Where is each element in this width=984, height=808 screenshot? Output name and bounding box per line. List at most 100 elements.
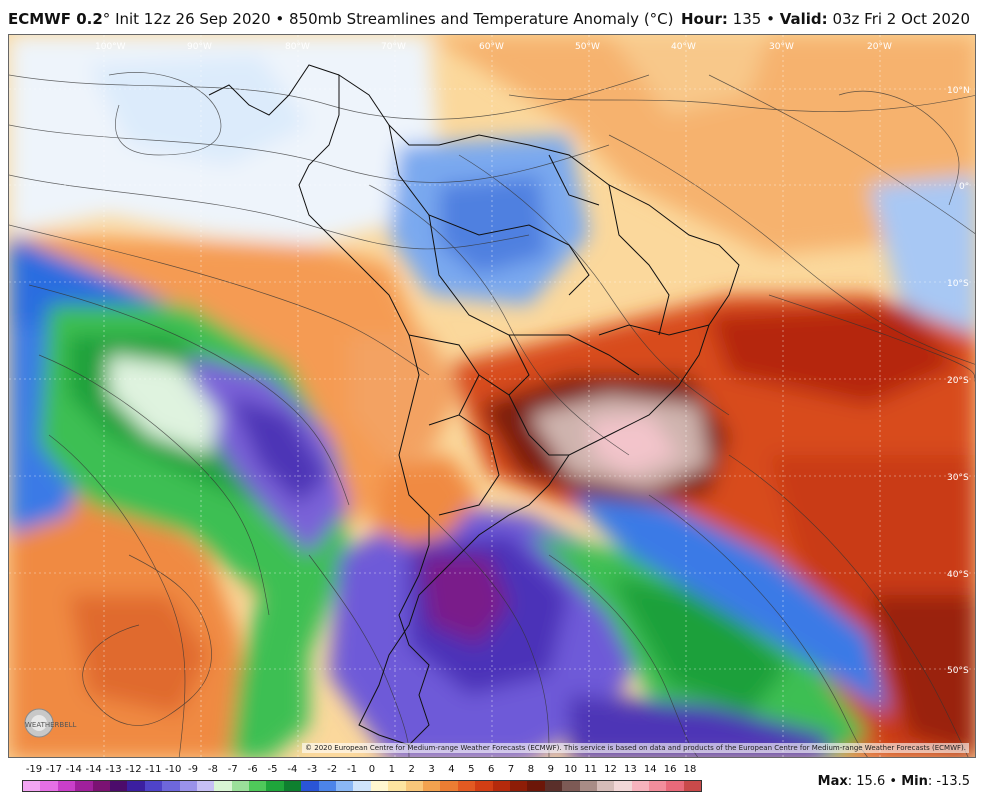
init-time: Init 12z 26 Sep 2020 [115, 10, 271, 28]
product-name: 850mb Streamlines and Temperature Anomal… [289, 10, 674, 28]
legend-swatch [370, 781, 389, 791]
legend-swatch [336, 781, 354, 791]
legend-swatch [249, 781, 267, 791]
weatherbell-logo-icon: WEATHERBELL [23, 703, 83, 743]
legend-swatch [57, 781, 76, 791]
legend-swatch [162, 781, 180, 791]
legend-swatch [301, 781, 319, 791]
lat-label: 10°S [947, 279, 969, 289]
legend-swatch [318, 781, 337, 791]
max-min-summary: Max: 15.6 • Min: -13.5 [818, 774, 970, 789]
legend-color-bar [22, 780, 702, 792]
lon-label: 40°W [671, 42, 696, 52]
map-title: ECMWF 0.2° Init 12z 26 Sep 2020 • 850mb … [8, 10, 674, 28]
legend-swatch [683, 781, 702, 791]
legend-labels: -19 -17 -14 -14 -13 -12 -11 -10 -9 -8 -7 -6 -5 -4 -3 -2… [22, 764, 702, 778]
lat-label: 10°N [947, 86, 970, 96]
legend-label: 0 [368, 764, 376, 775]
legend-label: -17 [45, 764, 63, 775]
legend-swatch [457, 781, 476, 791]
logo-text: WEATHERBELL [25, 721, 77, 729]
legend-swatch [196, 781, 215, 791]
lon-label: 30°W [769, 42, 794, 52]
legend-label: 9 [547, 764, 555, 775]
coastlines [208, 64, 740, 746]
valid-time-info: Hour: 135 • Valid: 03z Fri 2 Oct 2020 [681, 10, 970, 28]
legend-label: 3 [428, 764, 435, 775]
legend-swatch [179, 781, 197, 791]
legend-label: -11 [145, 764, 162, 775]
maxmin-separator: • [889, 774, 898, 789]
legend-swatch [231, 781, 250, 791]
legend-swatch [388, 781, 406, 791]
legend-label: 12 [604, 764, 617, 775]
lon-label: 90°W [187, 42, 212, 52]
legend-swatch [283, 781, 302, 791]
legend-label: 2 [408, 764, 415, 775]
latitude-labels: 10°N 0° 10°S 20°S 30°S 40°S 50°S [947, 86, 970, 676]
legend-label: 11 [584, 764, 597, 775]
min-label: Min [901, 774, 928, 789]
legend-label: 1 [388, 764, 395, 775]
graticule [9, 35, 975, 757]
weather-map[interactable]: 100°W 90°W 80°W 70°W 60°W 50°W 40°W 30°W… [8, 34, 976, 758]
lon-label: 80°W [285, 42, 310, 52]
legend-label: 6 [488, 764, 495, 775]
valid-label: Valid: [779, 10, 828, 28]
hour-value: 135 [732, 10, 762, 28]
legend-label: 16 [663, 764, 677, 775]
model-suffix: ° [102, 10, 111, 28]
lat-label: 20°S [947, 376, 969, 386]
legend-swatch [440, 781, 458, 791]
legend-swatch [649, 781, 667, 791]
legend-label: -13 [105, 764, 122, 775]
legend-swatch [422, 781, 441, 791]
hour-label: Hour: [680, 10, 728, 28]
legend-swatch [353, 781, 371, 791]
color-legend: -19 -17 -14 -14 -13 -12 -11 -10 -9 -8 -7 -6 -5 -4 -3 -2… [22, 760, 702, 800]
legend-label: 4 [448, 764, 455, 775]
map-canvas[interactable]: 100°W 90°W 80°W 70°W 60°W 50°W 40°W 30°W… [9, 35, 976, 758]
lon-label: 20°W [867, 42, 892, 52]
max-label: Max [817, 774, 848, 789]
lat-label: 30°S [947, 473, 969, 483]
temperature-anomaly-field [9, 35, 975, 757]
legend-swatch [631, 781, 650, 791]
legend-swatch [40, 781, 58, 791]
legend-swatch [127, 781, 145, 791]
streamlines [9, 72, 975, 757]
legend-swatch [144, 781, 163, 791]
model-name: ECMWF 0.2 [8, 10, 103, 28]
legend-label: 5 [468, 764, 475, 775]
lon-label: 70°W [381, 42, 406, 52]
legend-label: 10 [564, 764, 578, 775]
legend-label: -14 [65, 764, 82, 775]
longitude-labels: 100°W 90°W 80°W 70°W 60°W 50°W 40°W 30°W… [95, 42, 892, 52]
legend-label: -1 [347, 764, 358, 775]
legend-label: -4 [287, 764, 298, 775]
legend-area: -19 -17 -14 -14 -13 -12 -11 -10 -9 -8 -7 -6 -5 -4 -3 -2… [0, 760, 984, 808]
title-separator: • [275, 10, 285, 28]
legend-swatch [614, 781, 632, 791]
valid-separator: • [766, 10, 775, 28]
legend-label: -5 [267, 764, 278, 775]
legend-label: -3 [307, 764, 318, 775]
legend-swatch [92, 781, 110, 791]
lon-label: 100°W [95, 42, 126, 52]
max-value: : 15.6 [847, 774, 886, 789]
legend-swatch [544, 781, 563, 791]
legend-label: -8 [207, 764, 218, 775]
legend-label: -10 [164, 764, 182, 775]
legend-label: -19 [25, 764, 43, 775]
legend-label: -7 [227, 764, 238, 775]
legend-label: -12 [125, 764, 142, 775]
copyright-notice: © 2020 European Centre for Medium-range … [302, 743, 969, 753]
legend-swatch [562, 781, 580, 791]
legend-swatch [475, 781, 493, 791]
legend-label: -9 [188, 764, 199, 775]
legend-swatch [23, 781, 41, 791]
legend-swatch [492, 781, 510, 791]
lat-label: 0° [959, 182, 969, 192]
legend-swatch [75, 781, 93, 791]
